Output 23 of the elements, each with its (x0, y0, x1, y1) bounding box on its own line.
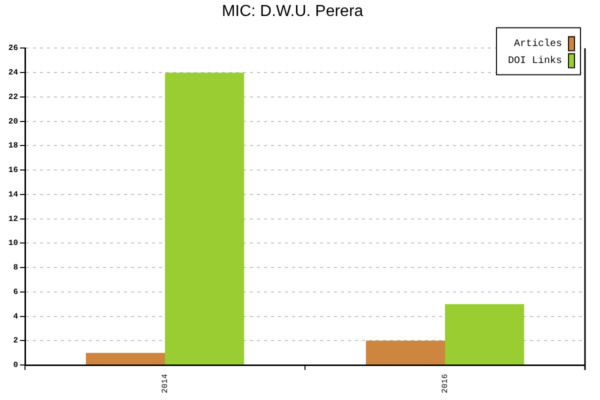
y-tick-label: 6 (13, 288, 18, 297)
bar (445, 304, 524, 364)
y-tick-label: 12 (8, 214, 18, 224)
y-tick-label: 24 (8, 68, 18, 78)
y-tick-label: 22 (8, 92, 18, 102)
bar (366, 340, 445, 364)
y-tick-label: 0 (13, 361, 18, 370)
y-tick-label: 4 (13, 312, 18, 322)
bar (165, 72, 244, 364)
legend-label: Articles (514, 38, 562, 50)
y-tick-label: 18 (8, 142, 18, 151)
y-tick-label: 14 (8, 190, 18, 200)
y-tick-label: 10 (8, 239, 18, 248)
y-tick-label: 16 (8, 166, 18, 176)
bar (86, 352, 165, 364)
x-tick-label: 2014 (161, 374, 170, 394)
legend-label: DOI Links (508, 54, 562, 67)
y-tick-label: 2 (13, 336, 18, 346)
y-tick-label: 20 (8, 117, 18, 126)
x-tick-label: 2016 (441, 374, 450, 394)
chart-title: MIC: D.W.U. Perera (222, 3, 364, 20)
y-tick-label: 8 (13, 264, 18, 273)
y-tick-label: 26 (8, 44, 18, 54)
